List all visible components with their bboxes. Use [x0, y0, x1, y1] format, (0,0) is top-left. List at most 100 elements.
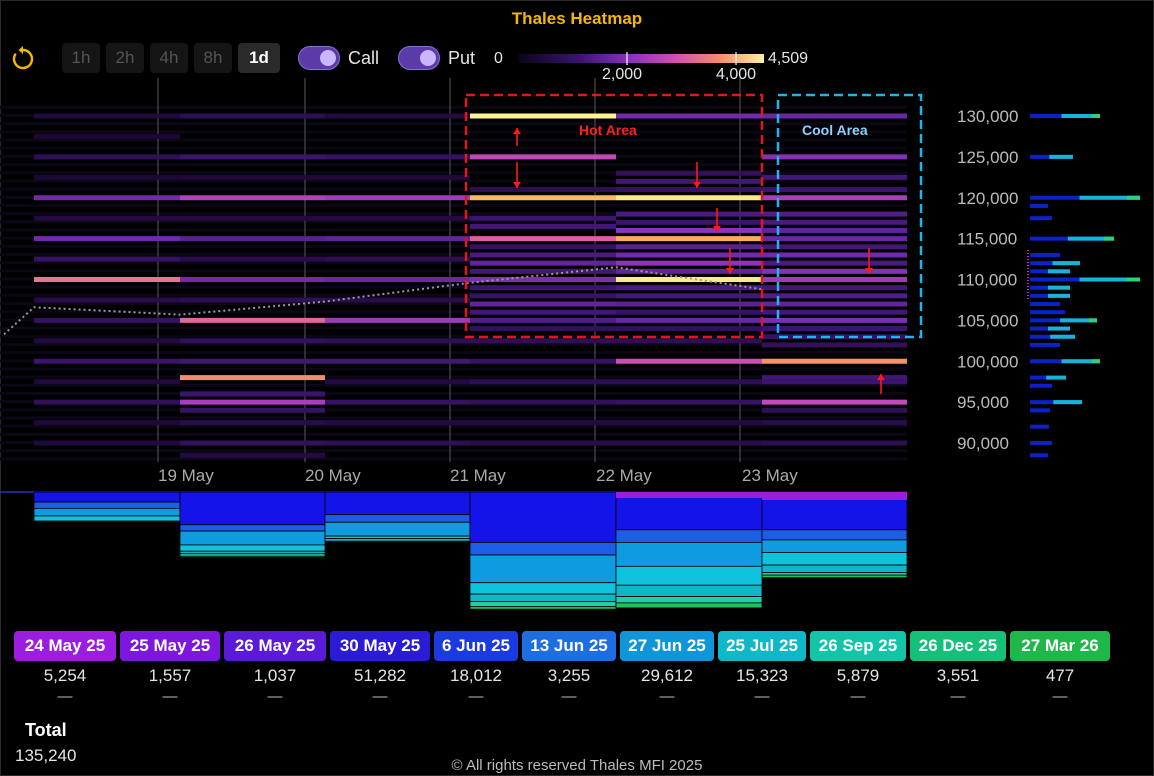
timeframe-2h[interactable]: 2h	[106, 43, 144, 73]
heatmap-cell	[616, 326, 762, 332]
heatmap-cell	[470, 293, 616, 299]
bottom-volume-segment	[469, 593, 617, 603]
heatmap-cell	[180, 236, 325, 242]
heatmap-bg-row	[0, 228, 907, 232]
colorscale-tick-4000: 4,000	[716, 66, 757, 83]
side-profile-bar	[1091, 359, 1100, 364]
heatmap-cell	[616, 170, 762, 176]
heatmap-cell	[470, 260, 616, 266]
side-profile-bar	[1053, 400, 1082, 405]
heatmap-cell	[180, 391, 325, 397]
heatmap-cell	[180, 452, 325, 458]
expiry-chip[interactable]: 25 May 25	[120, 631, 220, 661]
expiry-chip[interactable]: 27 Jun 25	[620, 631, 714, 661]
timeframe-8h[interactable]: 8h	[194, 43, 232, 73]
side-profile-bar	[1048, 269, 1070, 274]
heatmap-cell	[616, 399, 762, 405]
expiry-chip[interactable]: 6 Jun 25	[434, 631, 518, 661]
heatmap-cell	[470, 244, 616, 250]
expiry-chip[interactable]: 27 Mar 26	[1010, 631, 1110, 661]
timeframe-1d[interactable]: 1d	[238, 43, 280, 73]
heatmap-cell	[470, 338, 616, 344]
heatmap-cell	[180, 420, 325, 426]
x-date-label: 19 May	[158, 466, 214, 485]
heatmap-cell	[34, 277, 180, 282]
arrow-head	[513, 182, 521, 188]
y-tick-label: 115,000	[957, 230, 1017, 249]
heatmap-bg-row	[0, 252, 907, 256]
y-tick-label: 120,000	[957, 189, 1018, 208]
heatmap-cell	[34, 420, 180, 426]
y-tick-label: 90,000	[957, 434, 1009, 453]
heatmap-cell	[762, 268, 907, 274]
heatmap-bg-row	[0, 171, 907, 175]
expiry-chip[interactable]: 25 Jul 25	[718, 631, 806, 661]
copyright-footer: © All rights reserved Thales MFI 2025	[451, 757, 703, 774]
heatmap-bg-row	[0, 326, 907, 330]
heatmap-cell	[762, 174, 907, 180]
heatmap-bg-row	[0, 375, 907, 379]
expiry-dash: —	[267, 688, 283, 705]
heatmap-cell	[34, 358, 180, 364]
call-label: Call	[348, 48, 380, 68]
heatmap-cell	[180, 256, 325, 262]
put-label: Put	[448, 48, 476, 68]
expiry-dash: —	[754, 688, 770, 705]
heatmap-bg-row	[0, 416, 907, 420]
heatmap-cell	[616, 301, 762, 307]
heatmap-cell	[180, 195, 325, 201]
expiry-chip[interactable]: 24 May 25	[14, 631, 116, 661]
timeframe-1h[interactable]: 1h	[62, 43, 100, 73]
heatmap-cell	[616, 260, 762, 266]
y-tick-label: 95,000	[957, 393, 1009, 412]
heatmap-cell	[616, 338, 762, 344]
bottom-volume-segment	[761, 539, 908, 553]
expiry-chip[interactable]: 26 Sep 25	[810, 631, 906, 661]
price-line	[3, 266, 763, 336]
heatmap-chart[interactable]: 19 May 20 May 21 May 22 May 23 May 130,000 125…	[0, 0, 1154, 625]
side-profile-bar	[1030, 408, 1050, 413]
heatmap-cell	[325, 215, 470, 221]
heatmap-cell	[470, 195, 616, 201]
y-tick-label: 130,000	[957, 107, 1018, 126]
heatmap-cell	[180, 113, 325, 119]
put-toggle[interactable]	[398, 46, 440, 70]
heatmap-cell	[616, 358, 762, 364]
heatmap-cell	[470, 399, 616, 405]
expiry-dash: —	[659, 688, 675, 705]
timeframe-4h[interactable]: 4h	[150, 43, 188, 73]
bottom-volume-segment	[761, 574, 908, 579]
bottom-volume-segment	[33, 491, 181, 503]
arrow-head	[513, 128, 521, 134]
heatmap-cell	[325, 174, 470, 180]
expiry-chip[interactable]: 26 Dec 25	[910, 631, 1006, 661]
side-profile-bar	[1060, 318, 1097, 323]
call-toggle[interactable]	[298, 46, 340, 70]
heatmap-cell	[325, 195, 470, 201]
heatmap-bg-row	[0, 212, 907, 216]
heatmap-cell	[762, 358, 907, 364]
expiry-chip[interactable]: 13 Jun 25	[522, 631, 616, 661]
refresh-icon[interactable]	[8, 44, 38, 74]
heatmap-cell	[180, 277, 325, 282]
expiry-chip[interactable]: 26 May 25	[224, 631, 326, 661]
bottom-volume-segment	[324, 491, 471, 516]
arrow-head	[877, 374, 885, 380]
bottom-volume-segment	[469, 601, 617, 608]
heatmap-bg-row	[0, 261, 907, 265]
x-date-label: 22 May	[596, 466, 652, 485]
heatmap-bg-row	[0, 351, 907, 355]
heatmap-bg-row	[0, 220, 907, 224]
bottom-volume-segment	[761, 564, 908, 574]
expiry-chip[interactable]: 30 May 25	[330, 631, 430, 661]
heatmap-cell	[470, 301, 616, 307]
bottom-volume-segment	[615, 565, 763, 586]
heatmap-cell	[325, 399, 470, 405]
heatmap-bg-row	[0, 163, 907, 167]
heatmap-cell	[325, 420, 470, 426]
heatmap-cell	[325, 256, 470, 262]
heatmap-cell	[762, 342, 907, 348]
bottom-volume-segment	[615, 542, 763, 567]
heatmap-cell	[616, 420, 762, 426]
heatmap-cell	[34, 154, 180, 160]
